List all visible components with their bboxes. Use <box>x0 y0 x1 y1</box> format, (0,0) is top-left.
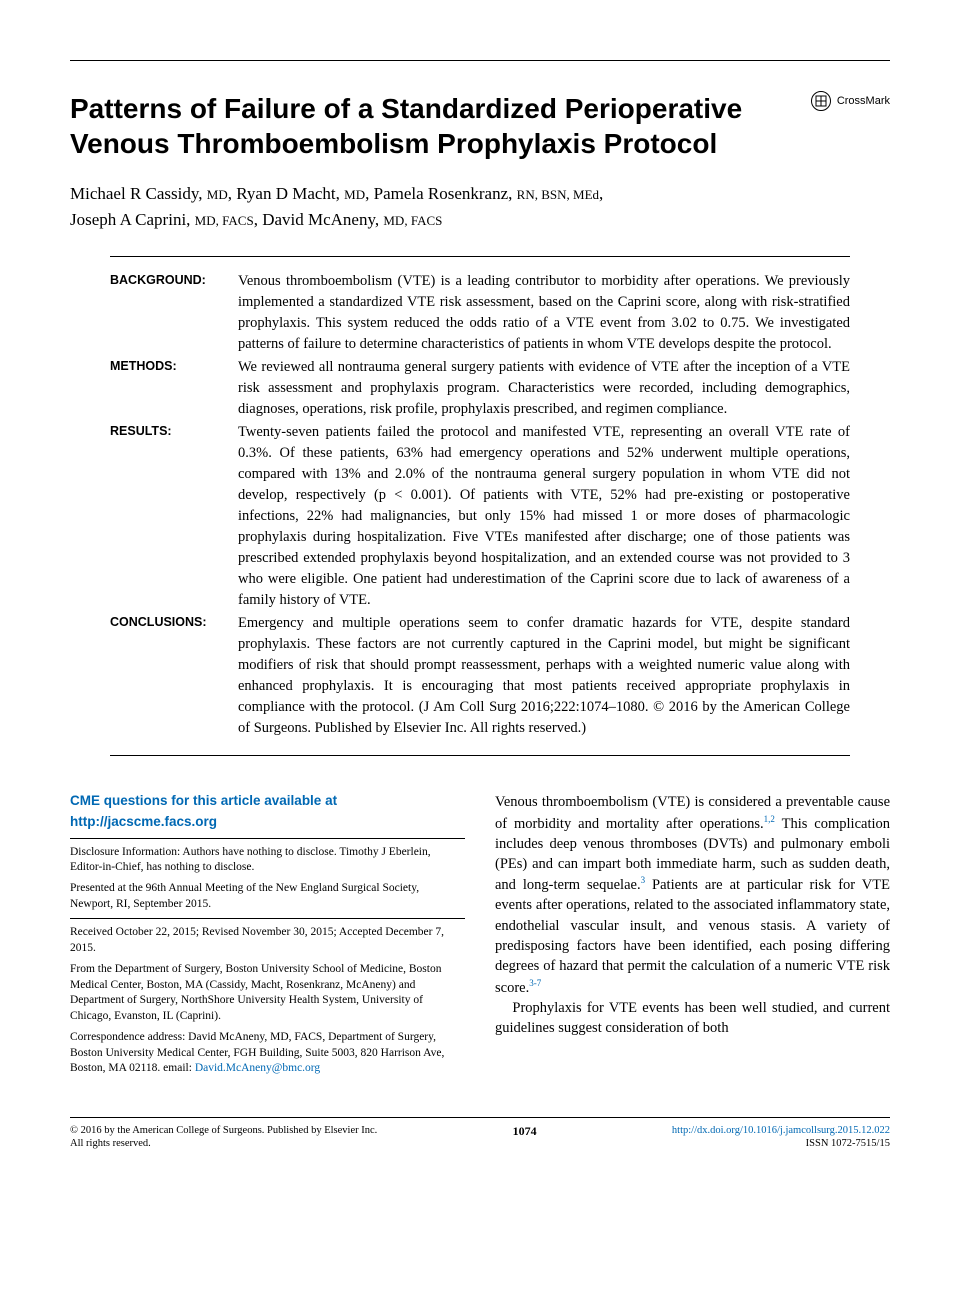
abstract-label: CONCLUSIONS: <box>110 613 238 739</box>
cme-link[interactable]: http://jacscme.facs.org <box>70 814 217 829</box>
abstract-background-row: BACKGROUND: Venous thromboembolism (VTE)… <box>110 271 850 355</box>
copyright-text: © 2016 by the American College of Surgeo… <box>70 1124 377 1138</box>
correspondence-email-link[interactable]: David.McAneny@bmc.org <box>195 1062 320 1074</box>
presented-text: Presented at the 96th Annual Meeting of … <box>70 881 465 912</box>
disclosure-text: Disclosure Information: Authors have not… <box>70 845 465 875</box>
article-title: Patterns of Failure of a Standardized Pe… <box>70 91 750 161</box>
page-number: 1074 <box>513 1124 537 1151</box>
body-text: Patients are at particular risk for VTE … <box>495 877 890 995</box>
left-column: CME questions for this article available… <box>70 792 465 1076</box>
doi-link[interactable]: http://dx.doi.org/10.1016/j.jamcollsurg.… <box>672 1125 890 1136</box>
footer-left: © 2016 by the American College of Surgeo… <box>70 1124 377 1151</box>
abstract-text: Twenty-seven patients failed the protoco… <box>238 422 850 611</box>
top-rule <box>70 60 890 61</box>
abstract-text: We reviewed all nontrauma general surger… <box>238 357 850 420</box>
crossmark-badge[interactable]: CrossMark <box>811 91 890 111</box>
author-list: Michael R Cassidy, MD, Ryan D Macht, MD,… <box>70 181 890 232</box>
footer-right: http://dx.doi.org/10.1016/j.jamcollsurg.… <box>672 1124 890 1151</box>
abstract-label: METHODS: <box>110 357 238 420</box>
crossmark-label: CrossMark <box>837 95 890 107</box>
issn-text: ISSN 1072-7515/15 <box>672 1137 890 1151</box>
abstract-label: BACKGROUND: <box>110 271 238 355</box>
abstract-text: Venous thromboembolism (VTE) is a leadin… <box>238 271 850 355</box>
rights-text: All rights reserved. <box>70 1137 377 1151</box>
received-dates: Received October 22, 2015; Revised Novem… <box>70 925 465 956</box>
cme-heading: CME questions for this article available… <box>70 792 465 811</box>
abstract-results-row: RESULTS: Twenty-seven patients failed th… <box>110 422 850 611</box>
divider <box>70 838 465 839</box>
abstract-methods-row: METHODS: We reviewed all nontrauma gener… <box>110 357 850 420</box>
abstract-text: Emergency and multiple operations seem t… <box>238 613 850 739</box>
body-paragraph-1: Venous thromboembolism (VTE) is consider… <box>495 792 890 997</box>
title-row: Patterns of Failure of a Standardized Pe… <box>70 91 890 161</box>
abstract-conclusions-row: CONCLUSIONS: Emergency and multiple oper… <box>110 613 850 739</box>
divider <box>70 918 465 919</box>
crossmark-icon <box>811 91 831 111</box>
correspondence-text: Correspondence address: David McAneny, M… <box>70 1030 465 1077</box>
body-paragraph-2: Prophylaxis for VTE events has been well… <box>495 998 890 1039</box>
citation-ref[interactable]: 3-7 <box>529 978 541 988</box>
page-footer: © 2016 by the American College of Surgeo… <box>70 1117 890 1151</box>
abstract-box: BACKGROUND: Venous thromboembolism (VTE)… <box>110 256 850 756</box>
two-column-body: CME questions for this article available… <box>70 792 890 1076</box>
abstract-label: RESULTS: <box>110 422 238 611</box>
affiliation-text: From the Department of Surgery, Boston U… <box>70 962 465 1024</box>
citation-ref[interactable]: 1,2 <box>764 814 775 824</box>
right-column: Venous thromboembolism (VTE) is consider… <box>495 792 890 1076</box>
